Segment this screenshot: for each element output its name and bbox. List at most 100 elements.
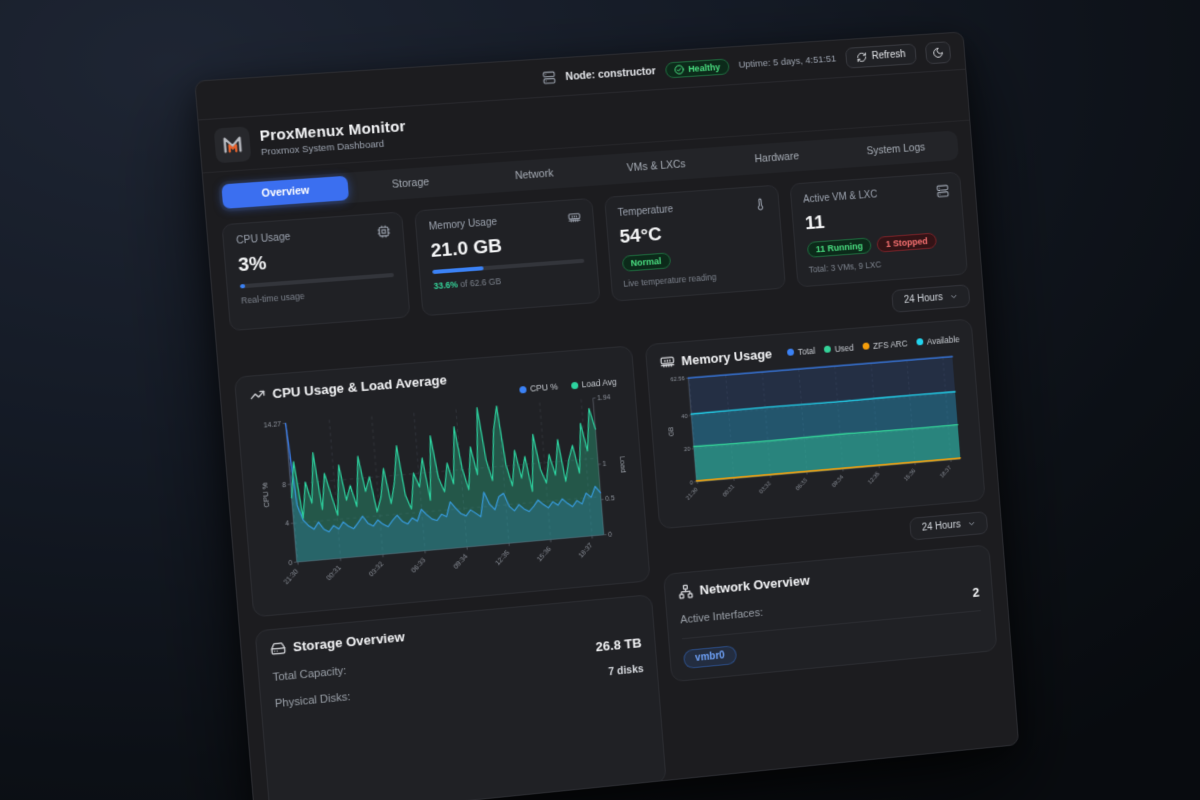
network-time-range-select[interactable]: 24 Hours [909, 511, 989, 542]
memory-card-caption: 33.6% of 62.6 GB [433, 270, 585, 291]
temperature-card-caption: Live temperature reading [623, 271, 717, 289]
tab-overview[interactable]: Overview [221, 175, 350, 209]
legend-dot-available [915, 338, 924, 346]
cpu-load-panel: CPU Usage & Load Average CPU % Load Avg … [233, 345, 651, 618]
memory-card-label: Memory Usage [428, 216, 498, 233]
legend-dot-zfs-arc [862, 342, 870, 350]
cpu-usage-card: CPU Usage 3% Real-time usage [221, 211, 411, 332]
svg-text:0: 0 [689, 480, 693, 486]
vm-stopped-badge: 1 Stopped [876, 232, 937, 253]
tab-vms-lxcs[interactable]: VMs & LXCs [626, 158, 687, 175]
network-time-range-value: 24 Hours [921, 519, 962, 535]
tab-storage[interactable]: Storage [391, 176, 430, 191]
memory-panel-icon [659, 354, 675, 370]
svg-text:18:37: 18:37 [578, 542, 595, 559]
svg-text:00:31: 00:31 [326, 564, 343, 582]
svg-text:0: 0 [288, 560, 293, 567]
legend-dot-load [570, 381, 579, 389]
uptime-text: Uptime: 5 days, 4:51:51 [738, 53, 837, 71]
memory-card-value: 21.0 GB [429, 235, 503, 262]
cpu-card-caption: Real-time usage [240, 290, 305, 306]
temperature-status-badge: Normal [621, 252, 671, 272]
refresh-label: Refresh [871, 48, 906, 63]
chevron-down-icon-2 [967, 519, 976, 529]
svg-text:1.94: 1.94 [597, 394, 611, 402]
temperature-card: Temperature 54°C Normal Live temperature… [603, 184, 786, 302]
svg-text:09:34: 09:34 [831, 474, 845, 489]
legend-dot-cpu [518, 385, 527, 394]
legend-item-cpu: CPU % [518, 381, 558, 394]
svg-text:03:32: 03:32 [759, 481, 773, 495]
trending-up-icon [249, 387, 266, 403]
tab-system-logs[interactable]: System Logs [866, 141, 926, 158]
main-grid: CPU Usage & Load Average CPU % Load Avg … [233, 318, 1005, 800]
legend-item-available: Available [915, 334, 960, 347]
tab-hardware[interactable]: Hardware [754, 150, 800, 166]
svg-text:40: 40 [681, 414, 688, 420]
dashboard-window: Node: constructor Healthy Uptime: 5 days… [194, 31, 1020, 800]
svg-text:12:35: 12:35 [494, 549, 511, 566]
svg-text:14.27: 14.27 [263, 421, 281, 429]
health-label: Healthy [687, 61, 721, 74]
svg-text:0: 0 [608, 531, 612, 538]
memory-usage-card: Memory Usage 21.0 GB 33.6% of 62.6 GB [414, 197, 601, 317]
svg-text:12:35: 12:35 [867, 471, 881, 485]
svg-text:GB: GB [668, 427, 676, 437]
svg-text:20: 20 [684, 447, 691, 453]
svg-text:21:30: 21:30 [685, 487, 699, 501]
memory-usage-chart[interactable]: 21:30 00:31 03:32 06:33 09:34 12:35 15:36 18:37… [661, 348, 972, 517]
hard-drive-icon [270, 640, 287, 657]
legend-dot-used [823, 345, 831, 353]
cpu-progress-fill [239, 284, 245, 289]
legend-item-used: Used [823, 342, 854, 354]
refresh-icon [856, 51, 867, 63]
memory-total-text: of 62.6 GB [457, 276, 502, 290]
svg-text:15:36: 15:36 [903, 468, 917, 482]
legend-dot-total [786, 348, 795, 356]
vm-card-value: 11 [804, 212, 826, 235]
charts-time-range-select[interactable]: 24 Hours [891, 284, 971, 313]
proxmenux-logo [213, 126, 252, 164]
network-icon [678, 584, 694, 600]
check-circle-icon [674, 64, 685, 75]
interface-badge[interactable]: vmbr0 [682, 645, 738, 670]
memory-icon [567, 211, 581, 225]
moon-icon [932, 46, 944, 59]
vm-running-badge: 11 Running [806, 237, 873, 258]
vm-card-label: Active VM & LXC [802, 189, 878, 206]
temperature-card-value: 54°C [618, 223, 663, 248]
svg-text:03:32: 03:32 [368, 561, 385, 579]
legend-item-total: Total [786, 345, 816, 357]
health-badge: Healthy [664, 57, 730, 79]
server-stack-icon [936, 184, 949, 198]
storage-panel-title: Storage Overview [292, 629, 406, 655]
right-column: Memory Usage Total Used ZFS ARC Availabl… [644, 318, 998, 683]
svg-text:0.5: 0.5 [605, 496, 615, 504]
memory-percent-text: 33.6% [433, 279, 459, 292]
time-range-value: 24 Hours [903, 292, 944, 306]
svg-text:06:33: 06:33 [410, 557, 427, 574]
svg-text:18:37: 18:37 [939, 465, 953, 479]
refresh-button[interactable]: Refresh [844, 43, 917, 69]
svg-text:Load: Load [618, 456, 628, 473]
cpu-load-chart[interactable]: 21:30 00:31 03:32 06:33 09:34 12:35 15:36 18:37… [252, 388, 636, 604]
memory-progress-fill [432, 266, 484, 275]
svg-text:06:33: 06:33 [795, 478, 809, 492]
theme-toggle-button[interactable] [924, 40, 952, 64]
svg-text:09:34: 09:34 [452, 553, 469, 570]
svg-text:00:31: 00:31 [722, 484, 736, 498]
node-label: Node: constructor [565, 64, 657, 83]
left-column: CPU Usage & Load Average CPU % Load Avg … [233, 345, 667, 800]
thermometer-icon [753, 197, 767, 211]
tab-network[interactable]: Network [514, 167, 554, 183]
network-overview-panel: Network Overview Active Interfaces: 2 vm… [662, 544, 998, 683]
svg-text:CPU %: CPU % [260, 482, 271, 508]
server-icon [542, 71, 556, 85]
storage-overview-panel: Storage Overview Total Capacity: 26.8 TB… [254, 594, 667, 800]
temperature-card-label: Temperature [617, 204, 674, 220]
vm-card-caption: Total: 3 VMs, 9 LXC [808, 259, 882, 275]
legend-item-zfs-arc: ZFS ARC [862, 338, 908, 351]
cpu-icon [377, 224, 391, 238]
app-title-block: ProxMenux Monitor Proxmox System Dashboa… [259, 118, 407, 158]
svg-text:4: 4 [285, 521, 290, 528]
